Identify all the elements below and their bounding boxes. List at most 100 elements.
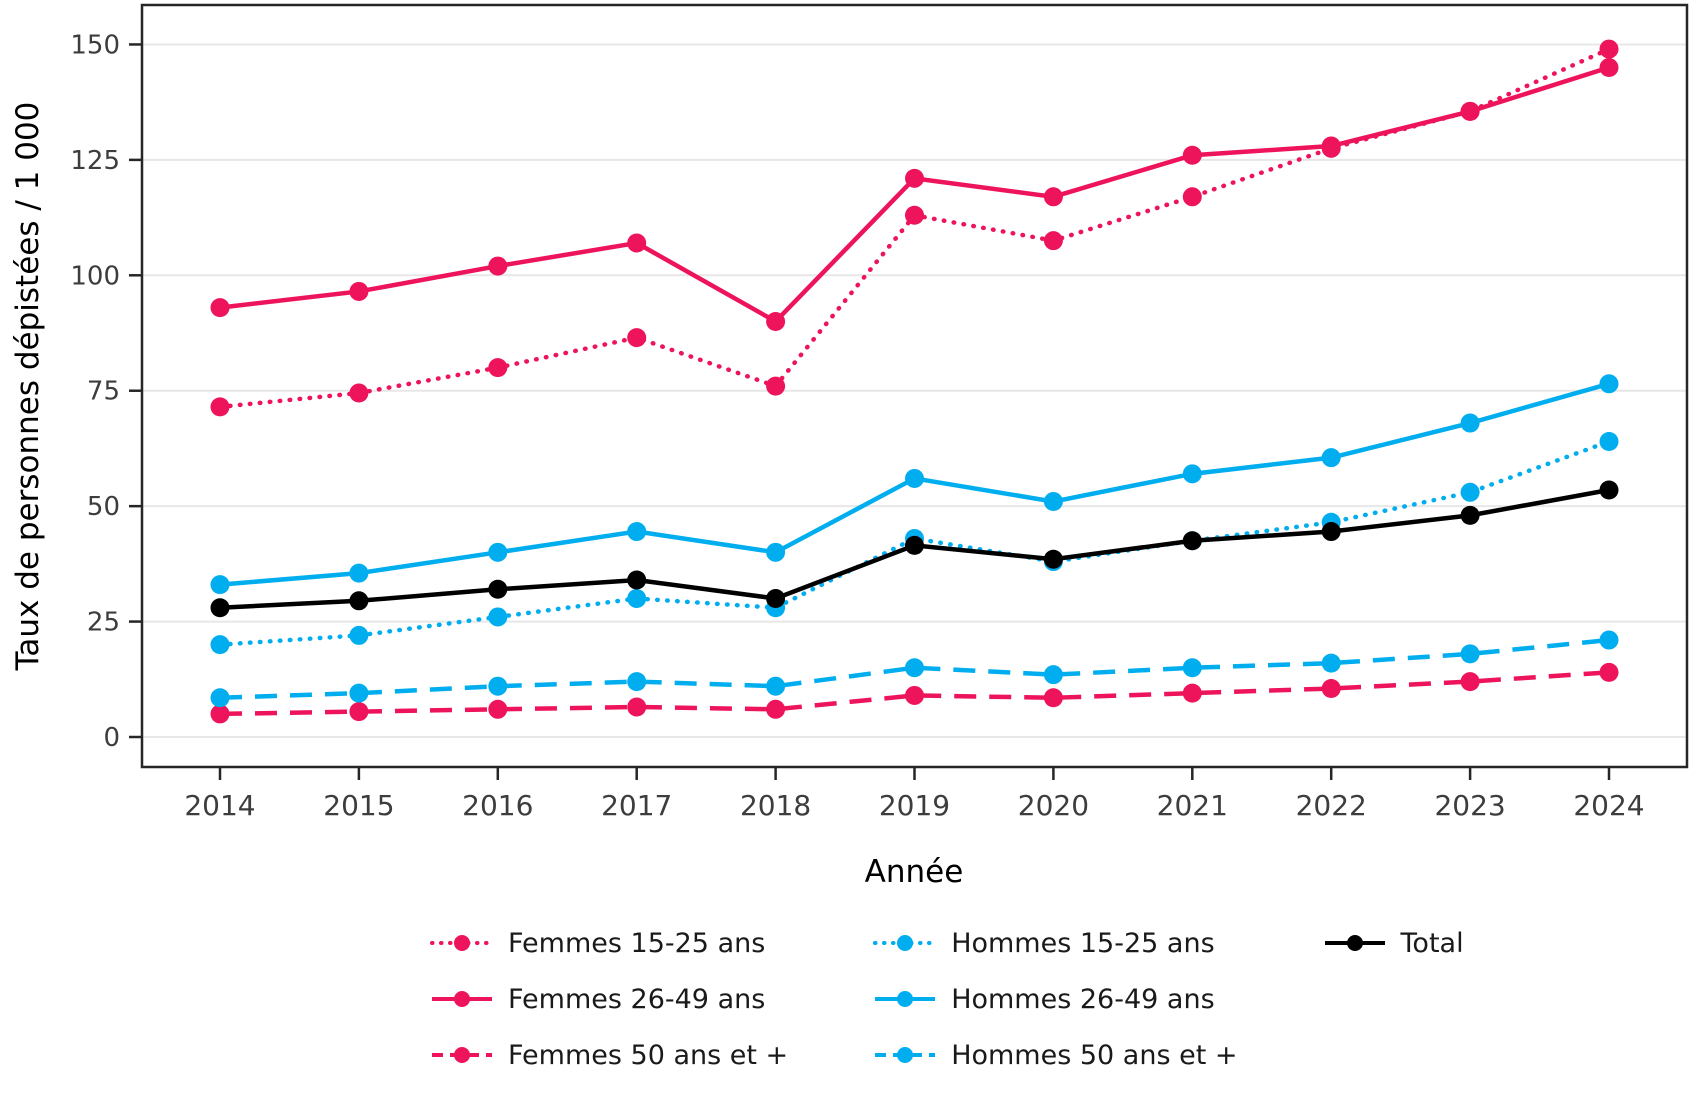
point-hommes-26-49-ans-2017	[627, 522, 647, 542]
legend-item-femmes-50-ans-et-plus: Femmes 50 ans et +	[430, 1036, 788, 1074]
y-tick-label-50: 50	[87, 492, 120, 522]
point-hommes-50-ans-et-plus-2015	[349, 683, 369, 703]
series-line-hommes-15-25-ans	[217, 439, 1612, 647]
point-femmes-26-49-ans-2015	[349, 281, 369, 301]
point-hommes-50-ans-et-plus-2022	[1321, 653, 1341, 673]
point-hommes-15-25-ans-2014	[210, 635, 230, 655]
point-total-2014	[210, 598, 230, 618]
point-femmes-15-25-ans-2021	[1182, 187, 1202, 207]
point-total-2021	[1182, 531, 1202, 551]
point-hommes-50-ans-et-plus-2024	[1599, 630, 1619, 650]
point-femmes-15-25-ans-2024	[1599, 39, 1619, 59]
x-tick-label-2019: 2019	[879, 789, 950, 822]
point-femmes-26-49-ans-2014	[210, 298, 230, 318]
x-tick-label-2017: 2017	[601, 789, 672, 822]
x-tick-label-2020: 2020	[1018, 789, 1089, 822]
legend-swatch-femmes-26-49-ans-solid-line-icon	[432, 991, 492, 1007]
series-total	[210, 480, 1619, 618]
point-femmes-50-ans-et-plus-2021	[1182, 683, 1202, 703]
point-hommes-15-25-ans-2017	[627, 588, 647, 608]
legend-marker-icon	[454, 991, 470, 1007]
x-tick-label-2021: 2021	[1157, 789, 1228, 822]
legend-marker-icon	[454, 1047, 470, 1063]
point-femmes-26-49-ans-2017	[627, 233, 647, 253]
point-hommes-50-ans-et-plus-2020	[1043, 665, 1063, 685]
legend-item-total: Total	[1323, 924, 1464, 962]
point-hommes-15-25-ans-2024	[1599, 432, 1619, 452]
axis-ticks: 2014 2015 2016 2017 2018 2019 2020 2021 2022 2023…	[70, 30, 1644, 822]
point-hommes-15-25-ans-2023	[1460, 482, 1480, 502]
series-femmes-50-ans-et-plus	[210, 662, 1619, 724]
point-hommes-26-49-ans-2015	[349, 563, 369, 583]
point-total-2024	[1599, 480, 1619, 500]
legend-item-hommes-15-25-ans: Hommes 15-25 ans	[873, 924, 1237, 962]
legend-marker-icon	[897, 1047, 914, 1063]
point-total-2016	[488, 579, 508, 599]
x-tick-label-2023: 2023	[1434, 789, 1505, 822]
point-femmes-50-ans-et-plus-2015	[349, 702, 369, 722]
point-femmes-50-ans-et-plus-2016	[488, 699, 508, 719]
legend-label-femmes-26-49-ans: Femmes 26-49 ans	[508, 983, 766, 1015]
x-tick-label-2024: 2024	[1573, 789, 1644, 822]
legend-marker-icon	[897, 991, 914, 1007]
legend-marker-icon	[454, 935, 470, 951]
point-hommes-26-49-ans-2023	[1460, 413, 1480, 433]
point-femmes-50-ans-et-plus-2024	[1599, 662, 1619, 682]
point-femmes-50-ans-et-plus-2020	[1043, 688, 1063, 708]
y-tick-label-25: 25	[87, 608, 120, 638]
legend-marker-icon	[1346, 935, 1363, 951]
point-femmes-15-25-ans-2015	[349, 383, 369, 403]
legend-label-hommes-15-25-ans: Hommes 15-25 ans	[951, 927, 1215, 959]
gridlines	[143, 43, 1686, 738]
point-femmes-26-49-ans-2022	[1321, 136, 1341, 156]
point-femmes-50-ans-et-plus-2014	[210, 704, 230, 724]
y-tick-label-75: 75	[87, 377, 120, 407]
series-line-femmes-50-ans-et-plus	[219, 670, 1610, 717]
point-femmes-26-49-ans-2018	[766, 311, 786, 331]
point-hommes-50-ans-et-plus-2021	[1182, 658, 1202, 678]
point-femmes-50-ans-et-plus-2017	[627, 697, 647, 717]
series-hommes-50-ans-et-plus	[210, 630, 1619, 708]
point-hommes-26-49-ans-2019	[905, 468, 924, 488]
point-femmes-15-25-ans-2014	[210, 397, 230, 417]
point-hommes-50-ans-et-plus-2016	[488, 676, 508, 696]
x-tick-label-2015: 2015	[323, 789, 394, 822]
point-femmes-15-25-ans-2018	[766, 376, 786, 396]
y-tick-label-100: 100	[70, 261, 120, 291]
series-line-femmes-26-49-ans	[219, 65, 1610, 325]
series-line-hommes-50-ans-et-plus	[219, 637, 1610, 701]
point-hommes-50-ans-et-plus-2023	[1460, 644, 1480, 664]
point-femmes-26-49-ans-2016	[488, 256, 508, 276]
legend-label-femmes-50-ans-et-plus: Femmes 50 ans et +	[508, 1039, 789, 1071]
legend-label-hommes-26-49-ans: Hommes 26-49 ans	[951, 983, 1215, 1015]
point-femmes-26-49-ans-2019	[905, 168, 924, 188]
point-total-2015	[349, 591, 369, 611]
point-hommes-26-49-ans-2024	[1599, 374, 1619, 394]
x-axis-title: Année	[865, 854, 964, 890]
series-femmes-26-49-ans	[210, 58, 1619, 331]
legend-label-total: Total	[1400, 927, 1464, 959]
legend-swatch-total-solid-line-icon	[1324, 935, 1385, 951]
point-hommes-26-49-ans-2014	[210, 575, 230, 595]
y-tick-label-0: 0	[103, 723, 120, 753]
point-hommes-26-49-ans-2018	[766, 542, 786, 562]
point-hommes-50-ans-et-plus-2014	[210, 688, 230, 708]
point-hommes-50-ans-et-plus-2018	[766, 676, 786, 696]
point-femmes-15-25-ans-2020	[1043, 231, 1063, 251]
legend-swatch-femmes-15-25-ans-dotted-line-icon	[430, 935, 494, 951]
legend-label-hommes-50-ans-et-plus: Hommes 50 ans et +	[951, 1039, 1238, 1071]
x-tick-label-2018: 2018	[740, 789, 811, 822]
point-total-2018	[766, 588, 786, 608]
point-femmes-50-ans-et-plus-2022	[1321, 679, 1341, 699]
point-hommes-26-49-ans-2016	[488, 542, 508, 562]
y-axis-title: Taux de personnes dépistées / 1 000	[10, 102, 46, 672]
point-hommes-15-25-ans-2016	[488, 607, 508, 627]
point-femmes-26-49-ans-2020	[1043, 187, 1063, 207]
legend-item-hommes-26-49-ans: Hommes 26-49 ans	[873, 980, 1237, 1018]
point-hommes-50-ans-et-plus-2019	[905, 658, 924, 678]
point-femmes-50-ans-et-plus-2019	[905, 685, 924, 705]
point-total-2023	[1460, 505, 1480, 525]
legend-swatch-femmes-50-ans-et-plus-dashed-line-icon	[432, 1047, 492, 1063]
legend-label-femmes-15-25-ans: Femmes 15-25 ans	[508, 927, 766, 959]
point-femmes-26-49-ans-2024	[1599, 58, 1619, 78]
